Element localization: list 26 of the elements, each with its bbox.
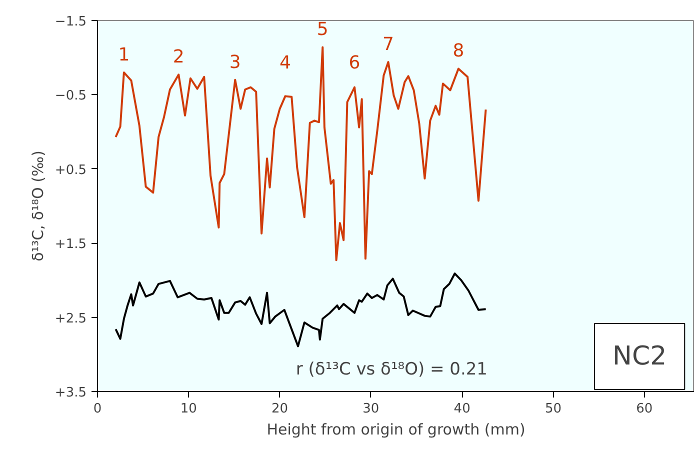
annotation: 6 <box>348 52 360 74</box>
y-tick-label: +0.5 <box>54 162 87 178</box>
x-tick-label: 10 <box>180 402 197 416</box>
annotation: 5 <box>316 19 328 40</box>
annotation: 1 <box>118 44 130 66</box>
line-series <box>114 272 487 348</box>
x-tick-label: 50 <box>544 402 562 416</box>
x-tick-label: 40 <box>454 402 470 416</box>
x-tick-label: 0 <box>93 402 102 416</box>
annotation: r (δ¹³C vs δ¹⁸O) = 0.21 <box>296 360 488 380</box>
x-tick-label: 20 <box>272 402 288 416</box>
y-tick-label: +3.5 <box>54 386 87 400</box>
annotation: NC2 <box>612 342 667 372</box>
annotation: 8 <box>452 40 464 62</box>
annotation: 4 <box>280 52 291 74</box>
annotation: 2 <box>172 46 184 68</box>
y-tick-label: −0.5 <box>54 88 87 104</box>
x-tick-label: 30 <box>362 402 380 416</box>
annotation: 7 <box>382 34 394 56</box>
y-tick-label: −1.5 <box>54 14 87 30</box>
x-tick-label: 60 <box>636 402 653 416</box>
x-axis-title: Height from origin of growth (mm) <box>266 420 526 438</box>
y-axis-title: δ¹³C, δ¹⁸O (‰) <box>28 150 47 262</box>
y-tick-label: +1.5 <box>54 237 87 252</box>
y-tick-label: +2.5 <box>54 311 87 326</box>
annotation: 3 <box>229 52 241 73</box>
